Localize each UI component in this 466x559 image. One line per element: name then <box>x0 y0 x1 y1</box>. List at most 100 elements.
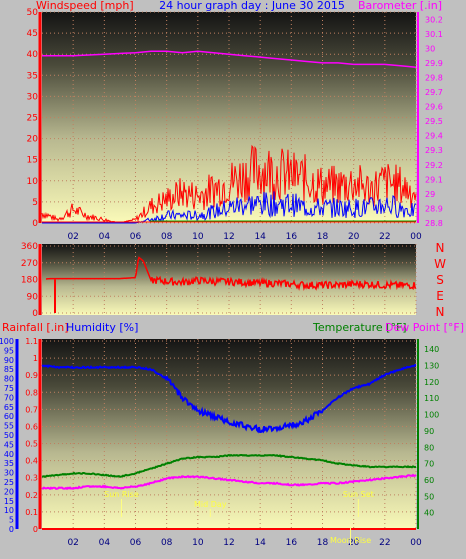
humidity-y-tick-label: 55 <box>4 422 14 431</box>
wind-y-tick-label: 50 <box>27 8 39 18</box>
humidity-y-tick-label: 5 <box>9 516 14 525</box>
temperature-y-tick-label: 110 <box>424 394 439 403</box>
humidity-y-tick-label: 25 <box>4 478 14 487</box>
baro-y-tick-label: 29.3 <box>425 146 443 155</box>
baro-y-tick-label: 30.1 <box>425 30 443 39</box>
humidity-y-tick-label: 85 <box>4 365 14 374</box>
temperature-y-tick-label: 140 <box>424 345 439 354</box>
baro-y-tick-label: 29.7 <box>425 88 443 97</box>
direction-y-tick-label: 180 <box>21 276 38 286</box>
temperature-y-tick-label: 100 <box>424 411 439 420</box>
baro-y-tick-label: 29.6 <box>425 103 443 112</box>
chart-title: 24 hour graph day : June 30 2015 <box>159 0 345 12</box>
wind-y-tick-label: 15 <box>27 156 38 166</box>
x-tick-label: 06 <box>130 232 142 242</box>
compass-label: N <box>436 241 445 255</box>
dewpoint-series <box>41 473 417 491</box>
humidity-y-tick-label: 40 <box>4 450 14 459</box>
direction-y-tick-label: 90 <box>27 292 39 302</box>
rainfall-y-tick-label: 0.3 <box>25 474 38 483</box>
rainfall-y-tick-label: 0.2 <box>25 491 38 500</box>
rainfall-y-tick-label: 0.4 <box>25 457 38 466</box>
x-tick-label: 16 <box>286 538 298 548</box>
humidity-y-tick-label: 75 <box>4 384 14 393</box>
baro-y-tick-label: 28.8 <box>425 219 443 228</box>
wind-y-tick-label: 5 <box>32 198 38 208</box>
baro-axis-title: Barometer [.in] <box>358 0 442 12</box>
temperature-y-tick-label: 130 <box>424 362 439 371</box>
baro-y-tick-label: 29 <box>425 190 435 199</box>
x-tick-label: 04 <box>99 232 111 242</box>
x-tick-label: 16 <box>286 232 298 242</box>
rainfall-y-tick-label: 0.6 <box>25 422 38 431</box>
x-tick-label: 06 <box>130 538 142 548</box>
humidity-y-tick-label: 100 <box>0 337 14 346</box>
rainfall-y-tick-label: 1 <box>33 354 38 363</box>
temperature-axis-title: Temperature [°F] <box>312 321 407 334</box>
rainfall-axis-title: Rainfall [.in] <box>2 321 69 334</box>
x-tick-label: 02 <box>67 538 78 548</box>
temperature-y-tick-label: 120 <box>424 378 439 387</box>
wind-y-tick-label: 25 <box>27 114 38 124</box>
x-tick-label: 18 <box>317 538 329 548</box>
humidity-y-tick-label: 15 <box>4 497 14 506</box>
baro-y-tick-label: 29.5 <box>425 117 443 126</box>
wind-y-tick-label: 30 <box>27 92 39 102</box>
direction-plot-area <box>42 244 416 315</box>
humidity-y-tick-label: 35 <box>4 459 14 468</box>
barometer-series <box>42 50 417 69</box>
compass-label: N <box>436 305 445 319</box>
x-tick-label: 14 <box>254 232 266 242</box>
temperature-y-tick-label: 60 <box>424 476 434 485</box>
x-tick-label: 00 <box>410 232 422 242</box>
rainfall-y-tick-label: 0 <box>33 525 38 534</box>
rainfall-y-tick-label: 0.1 <box>25 508 38 517</box>
x-tick-label: 10 <box>192 232 204 242</box>
wind-y-tick-label: 10 <box>27 177 39 187</box>
annotation-sun-rise: Sun Rise <box>104 490 139 499</box>
compass-label: S <box>436 273 444 287</box>
rainfall-y-tick-label: 1.1 <box>25 337 38 346</box>
baro-y-tick-label: 29.4 <box>425 132 443 141</box>
baro-y-tick-label: 30.2 <box>425 15 443 24</box>
rainfall-y-tick-label: 0.8 <box>25 388 38 397</box>
x-tick-label: 02 <box>67 232 78 242</box>
x-tick-label: 12 <box>223 232 234 242</box>
humidity-y-tick-label: 60 <box>4 412 14 421</box>
baro-y-tick-label: 29.2 <box>425 161 443 170</box>
dewpoint-axis-title: Dew Point [°F] <box>385 321 464 334</box>
baro-y-tick-label: 29.9 <box>425 59 443 68</box>
humidity-y-tick-label: 45 <box>4 440 14 449</box>
wind-average-series <box>42 191 417 224</box>
wind-gust-series <box>41 144 417 224</box>
weather-plot-area <box>42 339 416 529</box>
wind-y-tick-label: 45 <box>27 29 38 39</box>
wind-y-tick-label: 40 <box>27 50 39 60</box>
x-tick-label: 22 <box>379 232 390 242</box>
humidity-axis-title: Humidity [%] <box>66 321 138 334</box>
x-tick-label: 00 <box>410 538 422 548</box>
wind-y-tick-label: 20 <box>27 135 39 145</box>
x-tick-label: 08 <box>161 538 173 548</box>
rainfall-y-tick-label: 0.7 <box>25 405 38 414</box>
compass-label: E <box>436 289 444 303</box>
humidity-y-tick-label: 95 <box>4 346 14 355</box>
direction-y-tick-label: 270 <box>21 259 38 269</box>
wind-direction-series <box>45 256 417 292</box>
x-tick-label: 12 <box>223 538 234 548</box>
direction-y-tick-label: 0 <box>32 309 38 319</box>
annotation-mid-day: Mid Day <box>194 500 227 509</box>
rainfall-y-tick-label: 0.9 <box>25 371 38 380</box>
compass-label: W <box>434 257 446 271</box>
baro-y-tick-label: 29.8 <box>425 73 443 82</box>
temperature-y-tick-label: 50 <box>424 492 434 501</box>
humidity-y-tick-label: 65 <box>4 403 14 412</box>
humidity-series <box>41 363 417 434</box>
wind-axis-title: Windspeed [mph] <box>36 0 134 12</box>
humidity-y-tick-label: 80 <box>4 375 14 384</box>
humidity-y-tick-label: 90 <box>4 356 14 365</box>
x-tick-label: 14 <box>254 538 266 548</box>
temperature-y-tick-label: 90 <box>424 427 434 436</box>
